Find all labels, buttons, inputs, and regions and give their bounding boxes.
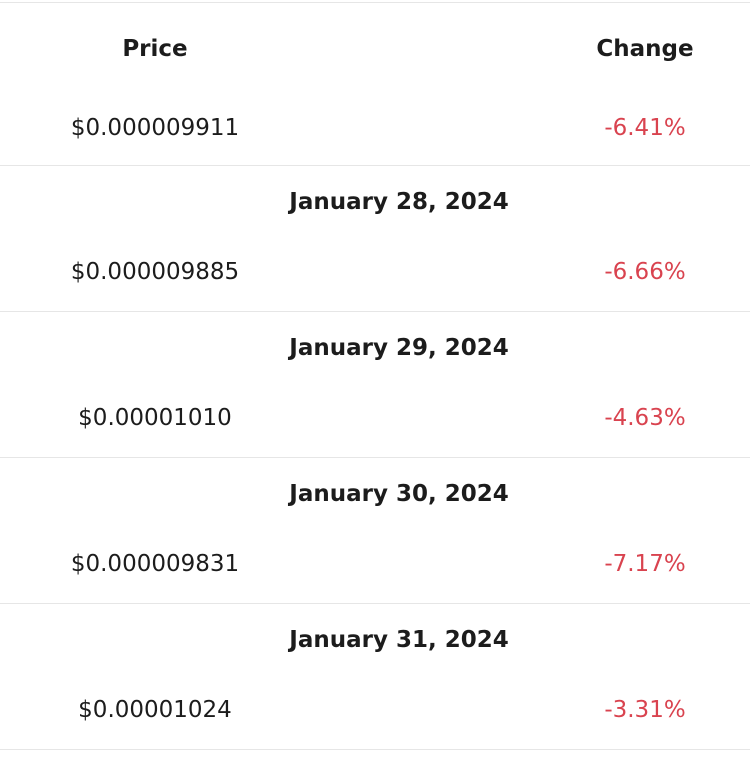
row-date: January 30, 2024 — [289, 481, 509, 507]
row-divider — [0, 603, 750, 604]
row-date: January 31, 2024 — [289, 627, 509, 653]
table-row: January 29, 2024 $0.00001010 -4.63% — [0, 311, 750, 457]
change-value: -3.31% — [604, 697, 686, 723]
row-date: January 28, 2024 — [289, 189, 509, 215]
row-divider — [0, 165, 750, 166]
price-value: $0.000009911 — [70, 115, 240, 141]
change-value: -7.17% — [604, 551, 686, 577]
price-value: $0.00001010 — [78, 405, 232, 431]
price-value: $0.00001024 — [78, 697, 232, 723]
change-value: -6.41% — [604, 115, 686, 141]
top-divider — [0, 2, 750, 3]
price-value: $0.000009831 — [70, 551, 240, 577]
table-row: $0.000009911 -6.41% — [0, 93, 750, 165]
row-date: January 29, 2024 — [289, 335, 509, 361]
table-row: January 31, 2024 $0.00001024 -3.31% — [0, 603, 750, 749]
bottom-divider — [0, 749, 750, 750]
row-divider — [0, 311, 750, 312]
table-row: January 28, 2024 $0.000009885 -6.66% — [0, 165, 750, 311]
price-value: $0.000009885 — [70, 259, 240, 285]
change-value: -6.66% — [604, 259, 686, 285]
table-row: January 30, 2024 $0.000009831 -7.17% — [0, 457, 750, 603]
row-divider — [0, 457, 750, 458]
table-header: Price Change — [0, 3, 750, 93]
change-value: -4.63% — [604, 405, 686, 431]
price-column-header: Price — [122, 36, 188, 62]
change-column-header: Change — [596, 36, 694, 62]
